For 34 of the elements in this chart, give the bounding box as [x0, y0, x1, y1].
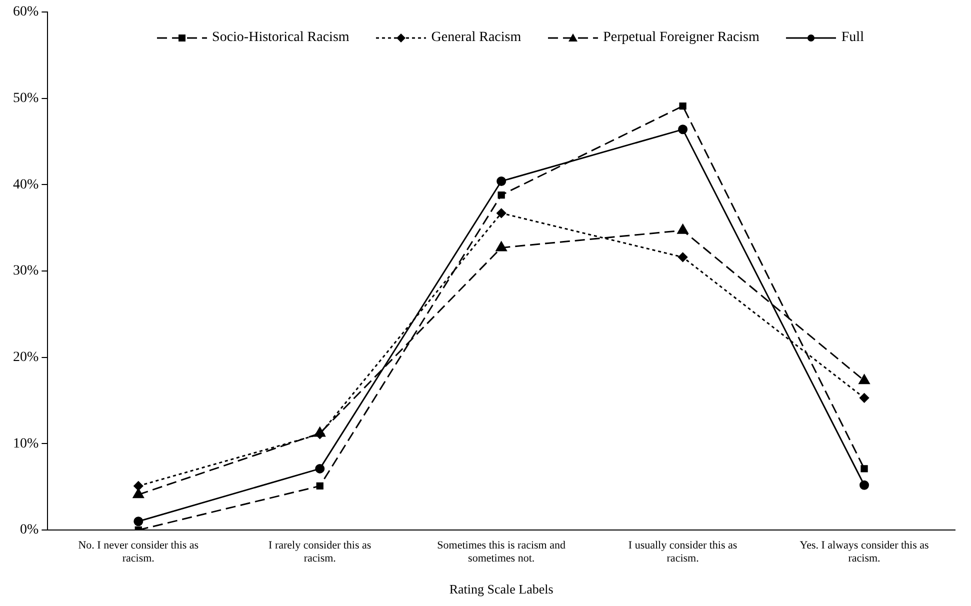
legend-label: Full	[841, 30, 864, 46]
point	[498, 191, 505, 199]
point	[496, 176, 506, 186]
x-tick-label: No. I never consider this as racism.	[78, 539, 199, 565]
y-tick-label: 30%	[12, 264, 39, 279]
point	[134, 481, 144, 491]
point	[315, 464, 325, 474]
legend-label: Socio-Historical Racism	[212, 30, 350, 46]
point	[496, 208, 506, 218]
point	[860, 465, 868, 472]
point	[132, 488, 144, 498]
y-tick-label: 60%	[12, 4, 39, 20]
y-tick-label: 0%	[20, 522, 39, 538]
x-tick-label: I usually consider this as racism.	[628, 539, 738, 565]
point	[858, 374, 870, 384]
y-tick-label: 10%	[12, 436, 39, 452]
point	[860, 480, 870, 490]
y-tick-label: 50%	[12, 91, 39, 106]
point	[496, 241, 507, 252]
x-tick-label: Sometimes this is racism and sometimes not.	[437, 539, 566, 565]
point	[677, 224, 688, 234]
x-axis-title: Rating Scale Labels	[449, 582, 554, 597]
y-tick-label: 40%	[12, 177, 39, 192]
point	[316, 482, 324, 490]
point	[678, 252, 688, 262]
point	[860, 393, 870, 403]
y-tick-label: 20%	[12, 350, 39, 366]
point	[134, 516, 144, 526]
x-tick-label: Yes. I always consider this as racism.	[800, 539, 929, 565]
legend-label: Perpetual Foreigner Racism	[603, 30, 760, 46]
point	[678, 124, 688, 134]
legend-label: General Racism	[431, 30, 522, 46]
x-tick-label: I rarely consider this as racism.	[268, 539, 372, 565]
point	[679, 102, 686, 110]
